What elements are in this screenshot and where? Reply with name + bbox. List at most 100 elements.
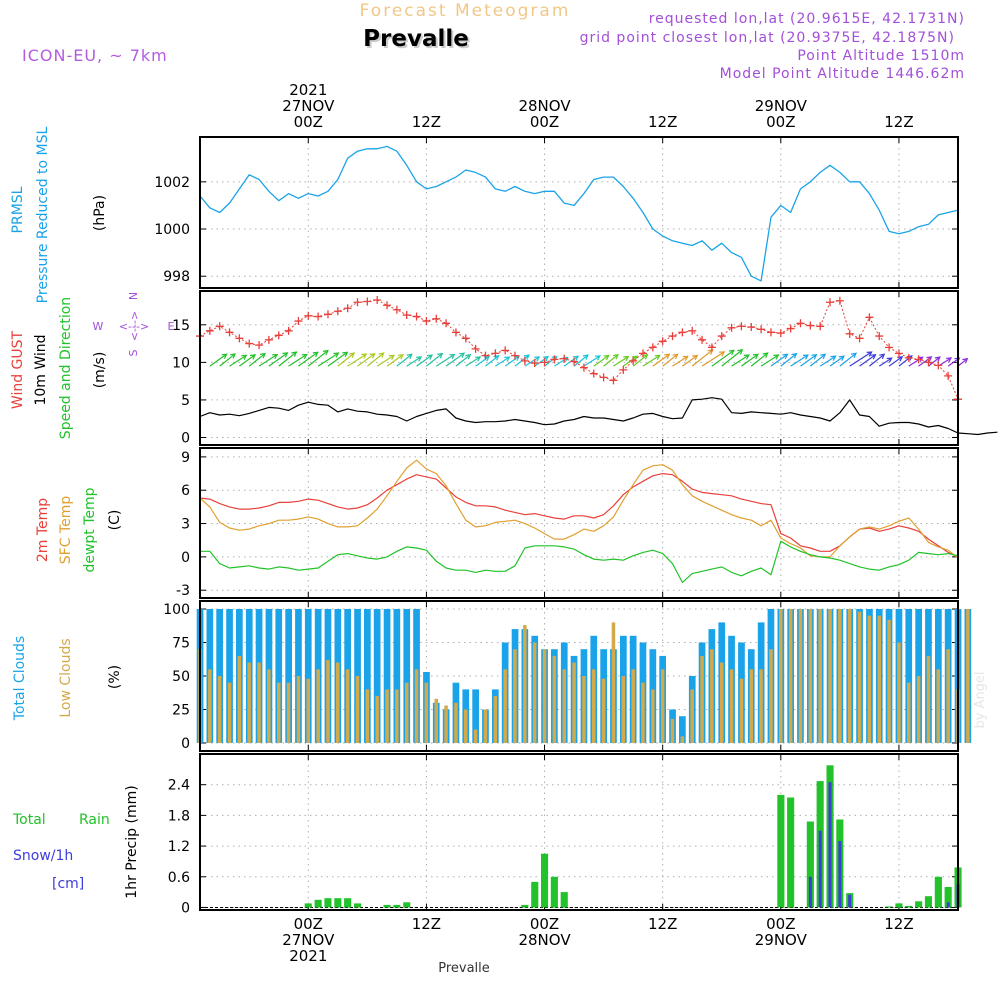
- gust-point: [471, 344, 480, 353]
- wind-direction-arrowhead: [752, 353, 759, 360]
- wind-direction-arrowhead: [773, 354, 780, 360]
- wind-direction-arrowhead: [728, 349, 735, 356]
- gust-point: [688, 326, 697, 335]
- rain-bar: [550, 876, 558, 908]
- low-cloud-bar: [680, 736, 685, 743]
- low-cloud-bar: [385, 689, 389, 743]
- gust-point: [648, 343, 657, 352]
- compass-north: N: [127, 292, 140, 300]
- low-cloud-bar: [444, 705, 448, 743]
- compass-horizontal-arrow: <--->: [119, 320, 149, 333]
- y-tick-label: 0.6: [168, 870, 190, 886]
- wind-direction-arrow: [731, 354, 750, 367]
- wind-direction-arrow: [288, 353, 308, 367]
- wind10m-label: 10m Wind: [33, 334, 49, 405]
- precip-rain-label: Rain: [79, 812, 110, 828]
- time-tick-label: 12Z: [884, 113, 913, 131]
- low-cloud-bar: [208, 669, 212, 743]
- wind-direction-arrowhead: [333, 352, 340, 358]
- panel-frame: [199, 290, 959, 446]
- wind-direction-arrow: [780, 353, 797, 367]
- gust-point: [530, 359, 539, 368]
- low-cloud-bar: [769, 649, 773, 743]
- panel-frame: [199, 753, 959, 911]
- rain-bar: [521, 904, 529, 908]
- wind-direction-arrowhead: [886, 357, 893, 363]
- total-cloud-bar: [393, 609, 401, 743]
- time-tick-label: 29NOV: [755, 931, 808, 949]
- gust-point: [442, 319, 451, 328]
- low-cloud-bar: [660, 669, 665, 743]
- wind-direction-arrow: [475, 356, 490, 367]
- wind-panel: 0 5 10 15 N S W E <---><--->: [93, 290, 998, 446]
- rain-bar: [531, 881, 539, 908]
- low-cloud-bar: [267, 669, 271, 743]
- wind-direction-arrow: [809, 353, 826, 367]
- wind-direction-arrowhead: [782, 353, 789, 360]
- temperature-panel: -3 0 3 6 9: [176, 447, 959, 599]
- wind-direction-arrowhead: [934, 356, 941, 362]
- low-cloud-bar: [247, 662, 251, 743]
- time-tick-label: 12Z: [884, 915, 913, 933]
- wind-direction-arrowhead: [475, 356, 482, 362]
- wind-direction-arrow: [770, 353, 788, 367]
- gust-point: [579, 363, 588, 372]
- gust-point: [698, 335, 707, 344]
- wind-direction-arrow: [327, 351, 348, 367]
- pressure-label: Pressure Reduced to MSL: [35, 126, 51, 303]
- low-cloud-bar: [926, 655, 931, 743]
- gust-point: [294, 317, 303, 326]
- y-tick-label: 25: [172, 702, 190, 718]
- wind-direction-arrowhead: [692, 354, 699, 361]
- wind-direction-arrow: [819, 355, 836, 367]
- rain-bar: [895, 903, 903, 908]
- low-cloud-bar: [237, 655, 242, 743]
- gust-point: [264, 335, 273, 344]
- wind-direction-arrow: [504, 355, 520, 367]
- wind-direction-arrow: [711, 349, 735, 367]
- gust-point: [461, 334, 470, 343]
- low-cloud-bar: [493, 696, 498, 743]
- wind-direction-arrowhead: [369, 353, 376, 359]
- wind-direction-arrowhead: [945, 357, 953, 363]
- wind-direction-arrow: [652, 353, 670, 367]
- low-cloud-bar: [611, 622, 616, 743]
- gust-point: [668, 332, 677, 341]
- time-tick-label: 29NOV: [755, 97, 808, 115]
- rain-bar: [403, 902, 411, 908]
- low-cloud-bar: [473, 729, 478, 743]
- wind-direction-arrow: [366, 352, 385, 367]
- gust-point: [944, 371, 953, 380]
- low-cloud-bar: [739, 678, 744, 743]
- rain-bar: [944, 887, 952, 908]
- low-cloud-bar: [847, 609, 852, 743]
- low-cloud-bar: [365, 689, 370, 743]
- gust-point: [481, 351, 490, 360]
- pressure-line: [199, 145, 959, 282]
- rain-bar: [304, 903, 312, 908]
- time-tick-label: 00Z: [530, 113, 559, 131]
- wind-direction-arrow: [396, 353, 413, 367]
- gust-point: [511, 351, 520, 360]
- wind-direction-arrowhead: [811, 353, 818, 360]
- wind-direction-arrow: [337, 352, 355, 367]
- wind-direction-arrow: [603, 354, 619, 367]
- gust-point: [934, 361, 943, 370]
- rain-bar: [924, 896, 932, 908]
- wind-direction-arrowhead: [406, 353, 413, 360]
- dewpt-line: [200, 540, 959, 584]
- compass-east: E: [168, 320, 175, 333]
- gust-point: [747, 323, 756, 332]
- low-cloud-bar: [306, 678, 310, 743]
- low-cloud-bar: [828, 609, 832, 743]
- y-tick-label: 3: [181, 517, 190, 533]
- wind-direction-arrow: [357, 353, 376, 367]
- total-cloud-bar: [354, 609, 361, 743]
- wind-direction-arrowhead: [743, 354, 750, 360]
- low-cloud-bar: [749, 669, 753, 743]
- y-tick-label: 998: [163, 269, 190, 285]
- low-cloud-bar: [257, 662, 261, 743]
- low-cloud-bar: [483, 709, 488, 743]
- wind-direction-arrowhead: [582, 354, 589, 360]
- gust-point: [501, 346, 510, 355]
